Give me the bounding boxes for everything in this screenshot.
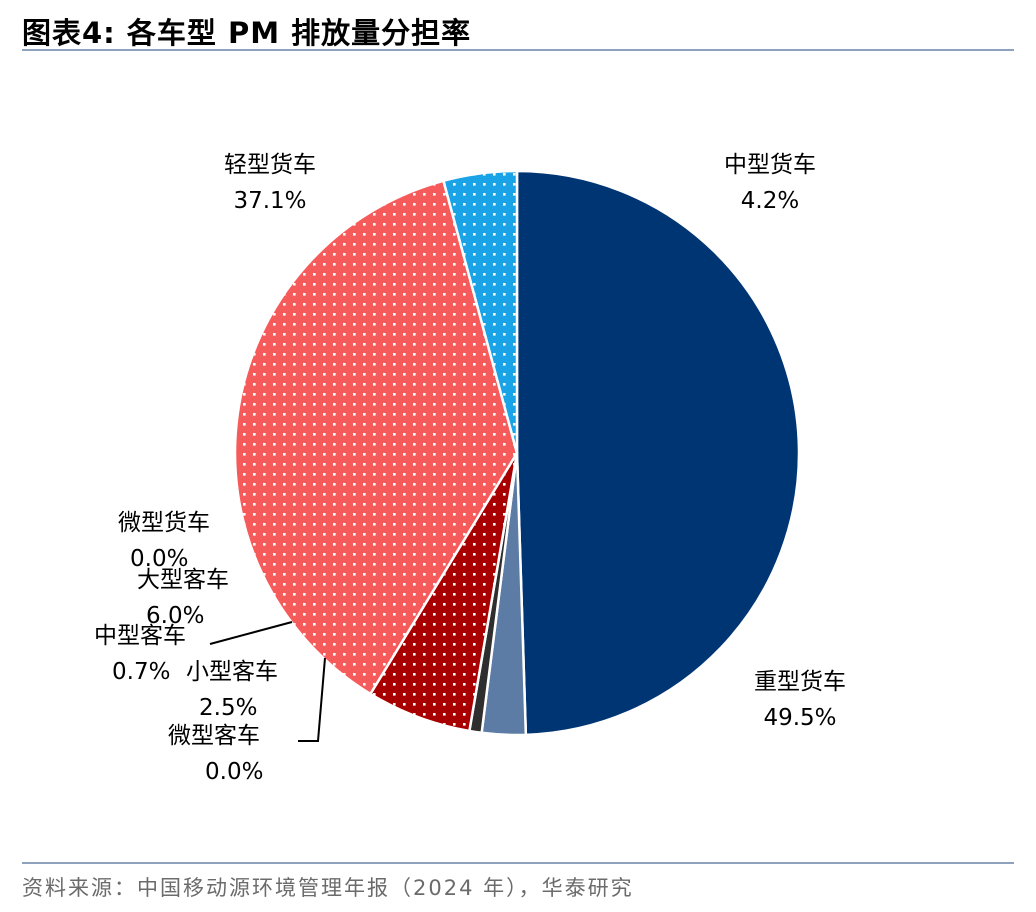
slice-label-small-bus: 小型客车 2.5% [172, 654, 292, 726]
slice-name: 重型货车 [754, 669, 846, 695]
slice-name: 小型客车 [186, 659, 278, 685]
pie-slice-heavy-truck [515, 169, 801, 737]
slice-value: 4.2% [740, 188, 800, 214]
slice-label-large-bus: 大型客车 6.0% [118, 562, 248, 634]
pie-slice-texture [370, 453, 517, 731]
source-note: 资料来源：中国移动源环境管理年报（2024 年），华泰研究 [22, 876, 634, 900]
slice-label-micro-truck: 微型货车 0.0% [104, 505, 224, 577]
slice-name: 轻型货车 [224, 152, 316, 178]
slice-name: 中型客车 [94, 623, 186, 649]
slice-name: 微型货车 [118, 510, 210, 536]
slice-value: 6.0% [146, 603, 205, 629]
slice-label-medium-bus: 中型客车 0.7% [94, 618, 214, 690]
leader-line-medium-bus [209, 621, 293, 645]
slice-value: 49.5% [763, 705, 837, 731]
bottom-divider [22, 862, 1014, 864]
top-divider [22, 49, 1014, 51]
slice-label-light-truck: 轻型货车 37.1% [200, 147, 340, 219]
pie-slice-texture [443, 171, 517, 453]
slice-label-medium-truck: 中型货车 4.2% [700, 147, 840, 219]
slice-name: 中型货车 [724, 152, 816, 178]
slice-value: 0.0% [130, 546, 189, 572]
slice-value: 37.1% [233, 188, 307, 214]
pie-slice-texture [234, 180, 517, 694]
leader-line-micro-bus [298, 657, 326, 742]
slice-name: 大型客车 [137, 567, 229, 593]
slice-label-micro-bus: 微型客车 0.0% [168, 718, 298, 790]
chart-title: 图表4: 各车型 PM 排放量分担率 [22, 16, 472, 50]
slice-value: 2.5% [199, 695, 258, 721]
slice-value: 0.0% [205, 759, 264, 785]
slice-label-heavy-truck: 重型货车 49.5% [730, 664, 870, 736]
slice-name: 微型客车 [168, 723, 260, 749]
slice-value: 0.7% [112, 659, 171, 685]
